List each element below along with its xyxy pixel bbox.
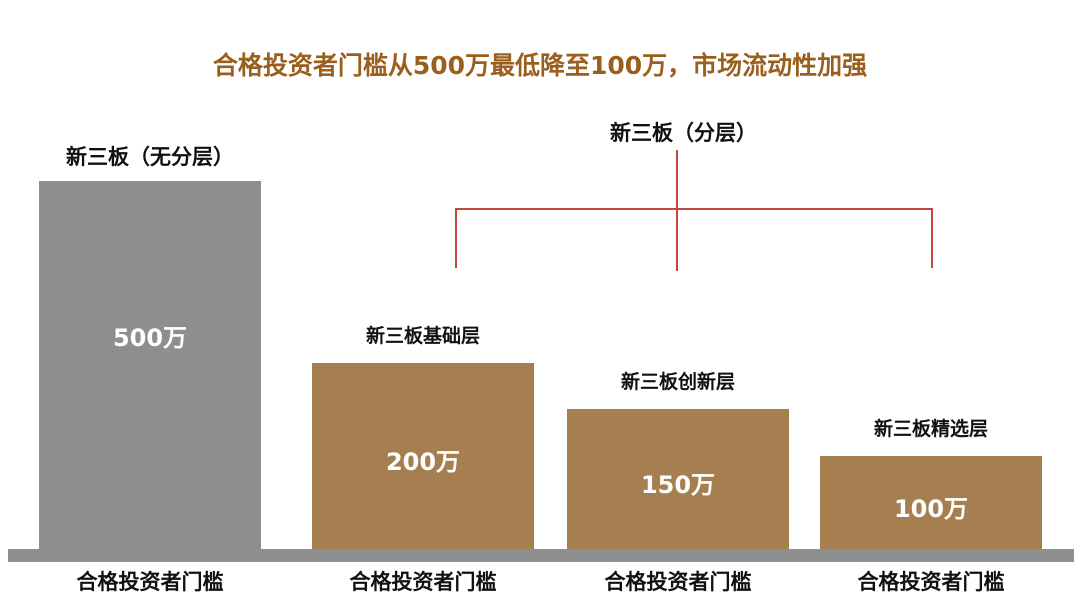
bar-3: 100万 — [820, 456, 1042, 549]
bracket-left-leg — [455, 208, 457, 268]
x-tick-label: 合格投资者门槛 — [604, 570, 752, 594]
group-label-tiered: 新三板（分层） — [610, 121, 757, 145]
x-tick-label: 合格投资者门槛 — [349, 570, 497, 594]
bracket-stem — [676, 150, 678, 271]
bar-value-label: 100万 — [893, 494, 969, 523]
category-label: 新三板（无分层） — [66, 145, 234, 169]
bar-2: 150万 — [567, 409, 789, 549]
bar-value-label: 200万 — [385, 448, 461, 476]
bracket-horizontal — [455, 208, 933, 210]
category-label: 新三板精选层 — [873, 418, 988, 440]
bracket-right-leg — [931, 208, 933, 268]
bar-value-label: 500万 — [112, 324, 188, 352]
bar-value-label: 150万 — [640, 471, 716, 499]
bar-1: 200万 — [312, 363, 534, 549]
chart-title: 合格投资者门槛从500万最低降至100万，市场流动性加强 — [212, 51, 868, 80]
x-axis-baseline — [8, 549, 1074, 562]
x-tick-label: 合格投资者门槛 — [76, 570, 224, 594]
category-label: 新三板基础层 — [365, 325, 480, 347]
x-tick-label: 合格投资者门槛 — [857, 570, 1005, 594]
category-label: 新三板创新层 — [620, 371, 735, 393]
bar-0: 500万 — [39, 181, 261, 549]
